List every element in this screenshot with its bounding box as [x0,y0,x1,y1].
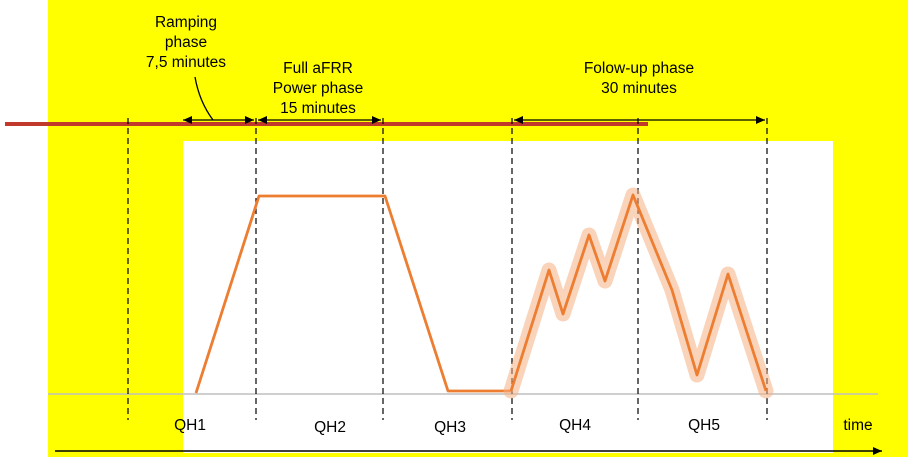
qh-label: QH4 [559,417,591,434]
full-power-label-line2: Power phase [273,80,363,97]
qh-label: QH2 [314,419,346,436]
power-curve-followup [509,193,768,392]
qh-label: QH1 [174,417,206,434]
full-power-label-line3: 15 minutes [280,100,356,117]
power-curve-ramp [194,194,511,394]
follow-up-label-line2: 30 minutes [601,80,677,97]
ramping-label-line1: Ramping [155,14,217,31]
ramping-label-line3: 7,5 minutes [146,54,226,71]
ramping-label-line2: phase [165,34,207,51]
qh-label: QH5 [688,417,720,434]
phase-arrows [183,76,765,124]
time-axis-label: time [843,417,872,434]
ramping-callout [194,76,214,121]
phase-boundaries [127,118,768,420]
qh-label: QH3 [434,419,466,436]
follow-up-label-line1: Folow-up phase [584,60,694,77]
full-power-label-line1: Full aFRR [283,60,353,77]
